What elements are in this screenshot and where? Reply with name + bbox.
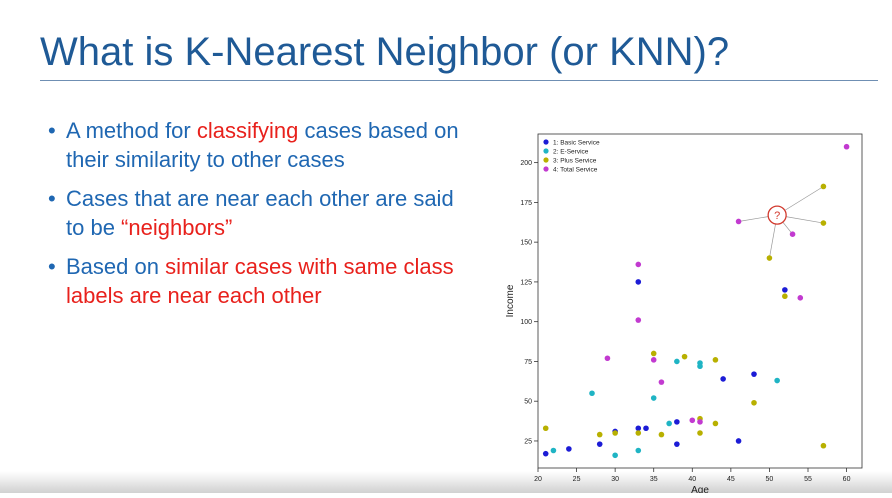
data-point	[674, 419, 680, 425]
data-point	[697, 363, 703, 370]
data-point	[735, 218, 742, 225]
data-point	[712, 357, 719, 363]
data-point	[712, 420, 719, 427]
x-tick-label: 45	[727, 476, 735, 483]
data-point	[782, 293, 788, 300]
data-point	[789, 231, 796, 237]
data-point	[666, 420, 672, 427]
y-tick-label: 125	[520, 279, 532, 286]
data-point	[658, 431, 665, 438]
y-tick-label: 50	[524, 399, 532, 406]
legend-marker	[543, 139, 549, 145]
x-tick-label: 30	[611, 476, 619, 483]
y-tick-label: 25	[524, 438, 532, 445]
x-tick-label: 60	[843, 476, 851, 483]
x-tick-label: 35	[650, 476, 658, 483]
data-point	[766, 255, 773, 261]
data-point	[566, 446, 572, 452]
bullet-item: • Cases that are near each other are said…	[48, 184, 478, 242]
data-point	[589, 390, 595, 397]
bullet-item: • Based on similar cases with same class …	[48, 252, 478, 310]
query-point-label: ?	[774, 210, 780, 222]
data-point	[542, 450, 549, 457]
y-tick-label: 150	[520, 240, 532, 247]
bullet-text: A method for	[66, 118, 197, 143]
x-tick-label: 40	[688, 476, 696, 483]
legend-label: 2: E-Service	[553, 148, 589, 155]
bullet-text: cases based on their similarity to other…	[66, 118, 459, 172]
y-tick-label: 100	[520, 319, 532, 326]
data-point	[797, 295, 804, 301]
data-point	[650, 350, 657, 357]
legend-label: 4: Total Service	[553, 166, 598, 173]
data-point	[674, 441, 680, 447]
x-tick-label: 25	[573, 476, 581, 483]
data-point	[658, 379, 665, 385]
data-point	[751, 371, 757, 377]
data-point	[596, 441, 603, 447]
legend-marker	[543, 148, 549, 154]
knn-scatter-chart: 20 25 30 35 40 45 50 55 60 25 50 75 100 125 150 175 200 A…	[500, 128, 870, 496]
legend-marker	[543, 166, 549, 172]
data-point	[820, 220, 827, 226]
data-point	[843, 143, 850, 150]
data-point	[697, 419, 703, 425]
data-point	[720, 376, 726, 382]
x-tick-label: 55	[804, 476, 812, 483]
data-point	[612, 452, 618, 459]
legend-label: 1: Basic Service	[553, 139, 600, 146]
highlight-text: “neighbors”	[121, 215, 233, 240]
data-point	[612, 430, 618, 436]
bullet-list: • A method for classifying cases based on…	[48, 116, 478, 320]
x-axis-label: Age	[691, 485, 709, 493]
highlight-text: similar cases with same class labels are…	[66, 254, 454, 308]
legend-marker	[543, 157, 549, 163]
legend-label: 3: Plus Service	[553, 157, 597, 164]
data-point	[604, 355, 611, 362]
data-point	[550, 447, 557, 454]
data-point	[689, 417, 696, 424]
x-tick-label: 20	[534, 476, 542, 483]
slide-title: What is K-Nearest Neighbor (or KNN)?	[40, 30, 730, 74]
bullet-marker: •	[48, 118, 56, 143]
bullet-text: Based on	[66, 254, 166, 279]
query-point	[767, 205, 787, 225]
data-point	[674, 358, 680, 365]
data-point	[635, 261, 642, 268]
data-point	[820, 442, 827, 449]
bullet-marker: •	[48, 186, 56, 211]
data-point	[650, 357, 657, 363]
bullet-marker: •	[48, 254, 56, 279]
data-point	[735, 438, 742, 444]
x-tick-label: 50	[766, 476, 774, 483]
data-point	[681, 353, 688, 360]
data-point	[635, 279, 642, 285]
data-point	[774, 377, 780, 384]
bullet-text: Cases that are near each other are said …	[66, 186, 454, 240]
data-point	[596, 431, 603, 438]
title-divider	[40, 80, 878, 81]
data-point	[635, 425, 642, 432]
highlight-text: classifying	[196, 118, 299, 143]
chart-svg: 20 25 30 35 40 45 50 55 60 25 50 75 100 125 150 175 200 A…	[505, 133, 863, 496]
y-tick-label: 75	[524, 359, 532, 366]
data-point	[697, 430, 703, 436]
data-point	[643, 425, 649, 432]
plot-frame	[537, 133, 863, 469]
y-axis-label: Income	[505, 284, 516, 317]
data-point	[635, 317, 642, 323]
data-point	[820, 183, 827, 190]
data-point	[542, 425, 549, 432]
data-point	[751, 399, 757, 406]
data-point	[650, 395, 657, 401]
data-point	[635, 447, 642, 454]
y-tick-label: 200	[520, 160, 532, 167]
data-point	[782, 287, 788, 293]
data-point	[635, 430, 642, 436]
y-tick-label: 175	[520, 200, 532, 207]
bullet-item: • A method for classifying cases based on…	[48, 116, 478, 174]
